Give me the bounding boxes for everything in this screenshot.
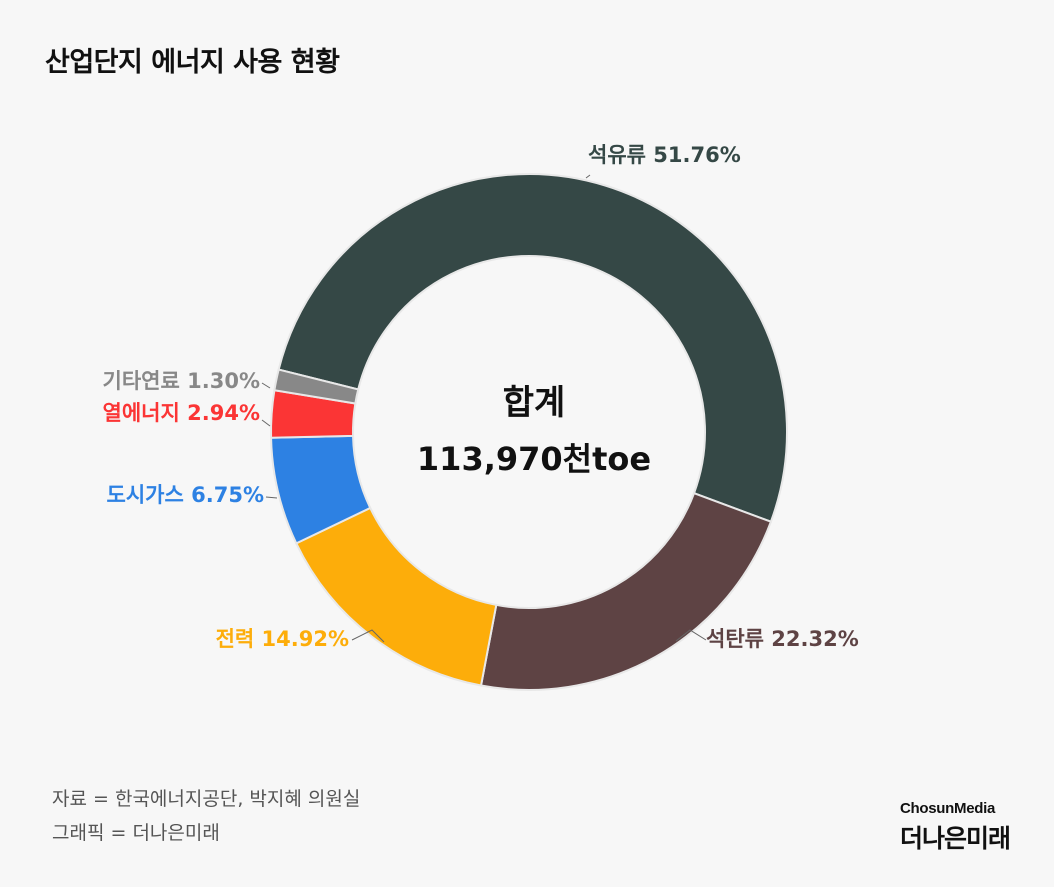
slice-label-6: 기타연료 1.30% <box>103 369 260 393</box>
slice-label-4: 도시가스 6.75% <box>107 483 264 507</box>
graphic-credit: 그래픽 = 더나은미래 <box>52 822 220 844</box>
donut-slice-2 <box>479 491 773 691</box>
slice-label-1: 석유류 51.76% <box>588 143 741 167</box>
leader-line-4 <box>265 496 278 499</box>
leader-line-5 <box>261 419 271 427</box>
logo-main-text: 더나은미래 <box>899 824 1011 853</box>
leader-line-1 <box>585 174 591 179</box>
leader-line-6 <box>261 382 271 389</box>
source-note: 자료 = 한국에너지공단, 박지혜 의원실 <box>52 788 361 810</box>
center-title: 합계 <box>503 383 566 423</box>
donut-slice-6 <box>273 368 360 405</box>
logo-top-text: ChosunMedia <box>899 800 996 817</box>
slice-labels: 석유류 51.76% 석탄류 22.32% 전력 14.92% 도시가스 6.75% 열… <box>103 143 859 651</box>
publisher-logo: ChosunMedia 더나은미래 <box>899 800 1011 855</box>
slice-label-3: 전력 14.92% <box>216 627 349 651</box>
leader-lines <box>261 174 707 643</box>
leader-line-3 <box>351 629 385 643</box>
chart-title: 산업단지 에너지 사용 현황 <box>45 47 340 78</box>
donut-slice-1 <box>277 173 788 524</box>
donut-slices <box>270 173 788 691</box>
slice-label-2: 석탄류 22.32% <box>706 627 859 651</box>
leader-line-2 <box>675 629 707 642</box>
donut-slice-3 <box>294 506 498 687</box>
slice-label-5: 열에너지 2.94% <box>103 401 260 425</box>
center-value: 113,970천toe <box>417 440 651 478</box>
